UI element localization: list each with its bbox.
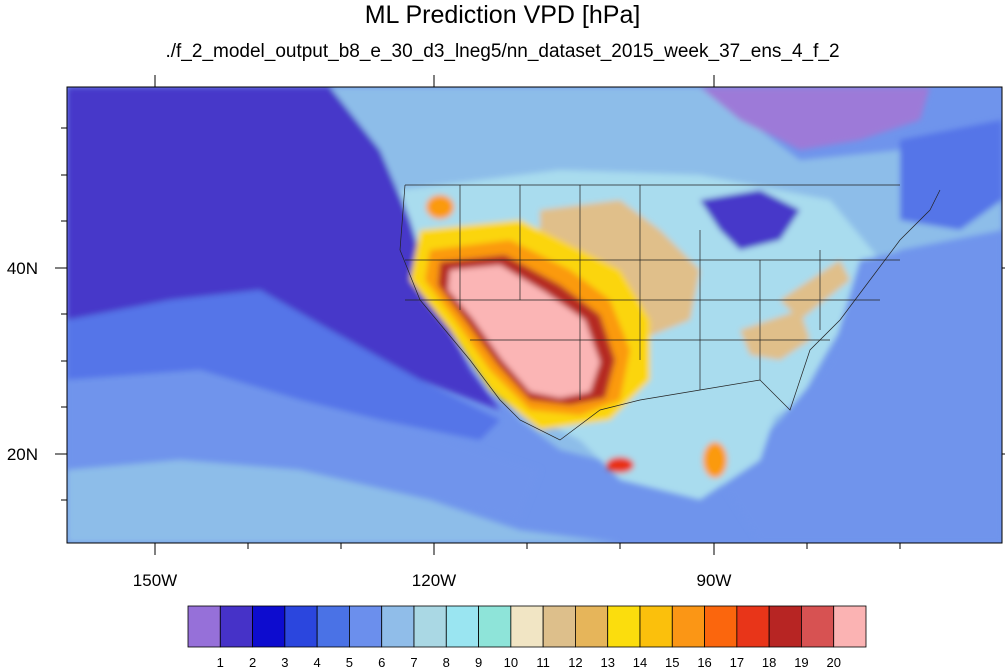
region-mid <box>67 290 500 440</box>
colorbar-label: 3 <box>281 655 289 670</box>
lon-label-150w: 150W <box>132 571 178 590</box>
colorbar-label: 7 <box>410 655 418 670</box>
colorbar-label: 9 <box>474 655 483 670</box>
colorbar-label: 15 <box>665 655 680 670</box>
region-deep <box>67 87 500 410</box>
colorbar-label: 4 <box>313 655 321 670</box>
lon-label-90w: 90W <box>696 571 732 590</box>
colorbar-swatch <box>801 605 835 648</box>
region-lav <box>700 87 930 150</box>
colorbar-swatch <box>349 605 383 648</box>
colorbar-swatch <box>607 605 641 648</box>
colorbar <box>187 605 867 648</box>
colorbar-swatch <box>704 605 738 648</box>
lat-label-20n: 20N <box>6 445 38 464</box>
colorbar-swatch <box>510 605 544 648</box>
colorbar-label: 18 <box>761 655 777 670</box>
region-atl <box>720 230 1002 543</box>
region-pink <box>448 265 600 398</box>
region-tan2 <box>740 310 810 360</box>
colorbar-label: 19 <box>794 655 809 670</box>
plot-title: ML Prediction VPD [hPa] <box>364 1 641 29</box>
colorbar-label: 16 <box>697 655 712 670</box>
vpd-field <box>67 87 1002 543</box>
colorbar-label: 20 <box>826 655 841 670</box>
region-hot1 <box>426 195 454 219</box>
colorbar-label: 10 <box>503 655 519 670</box>
region-hot2 <box>703 442 727 478</box>
region-light1 <box>67 370 540 520</box>
lon-label-120w: 120W <box>411 571 457 590</box>
map-frame <box>66 86 1003 544</box>
political-boundaries <box>399 184 941 441</box>
colorbar-swatch <box>284 605 318 648</box>
axis-ticks <box>55 75 1005 555</box>
colorbar-swatch <box>768 605 802 648</box>
colorbar-swatch <box>445 605 479 648</box>
colorbar-swatch <box>316 605 350 648</box>
colorbar-label: 5 <box>345 655 354 670</box>
colorbar-swatch <box>736 605 770 648</box>
colorbar-swatch <box>413 605 447 648</box>
colorbar-swatch <box>575 605 609 648</box>
colorbar-swatch <box>252 605 286 648</box>
colorbar-swatch <box>639 605 673 648</box>
colorbar-swatch <box>833 605 867 648</box>
region-ne-ocean <box>900 120 1002 230</box>
region-hot3 <box>606 457 634 473</box>
region-tan3 <box>780 260 850 320</box>
colorbar-label: 6 <box>378 655 386 670</box>
lat-label-40n: 40N <box>6 259 38 278</box>
colorbar-swatch <box>219 605 253 648</box>
colorbar-label: 2 <box>248 655 257 670</box>
colorbar-swatch <box>671 605 705 648</box>
region-lakes <box>700 190 800 250</box>
colorbar-swatch <box>187 605 221 648</box>
colorbar-swatch <box>478 605 512 648</box>
colorbar-swatch <box>542 605 576 648</box>
colorbar-label: 8 <box>442 655 450 670</box>
colorbar-label: 17 <box>729 655 745 670</box>
colorbar-label: 14 <box>632 655 648 670</box>
plot-subtitle: ./f_2_model_output_b8_e_30_d3_lneg5/nn_d… <box>165 41 840 62</box>
colorbar-label: 11 <box>536 655 550 670</box>
colorbar-label: 12 <box>568 655 583 670</box>
region-sky1 <box>67 460 620 543</box>
colorbar-label: 1 <box>216 655 224 670</box>
colorbar-swatch <box>381 605 415 648</box>
colorbar-label: 13 <box>600 655 615 670</box>
